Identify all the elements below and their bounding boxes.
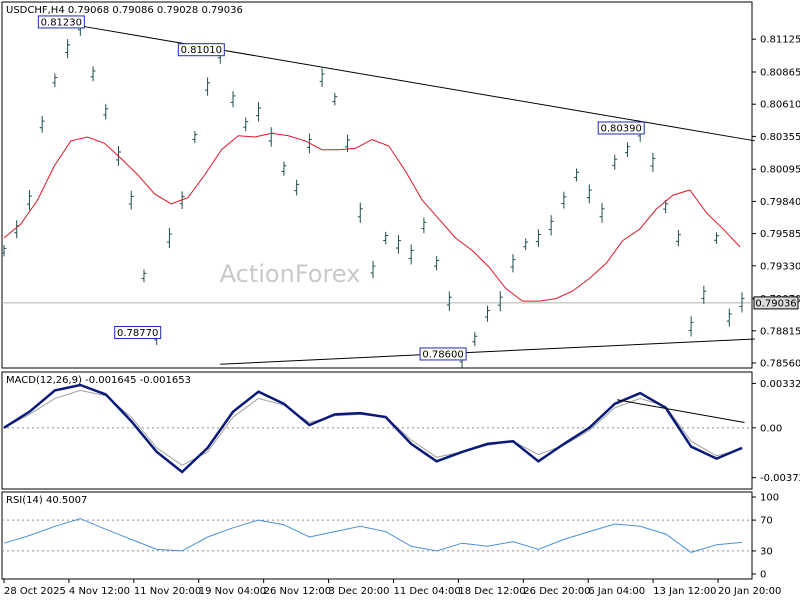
x-tick-label: 13 Jan 12:00 xyxy=(653,586,716,597)
price-annotation-box xyxy=(419,347,467,361)
y-tick-label: 0.80095 xyxy=(760,165,800,176)
y-tick-label: 0.78815 xyxy=(760,326,800,337)
price-annotation-box xyxy=(114,325,162,339)
x-tick-label: 26 Nov 12:00 xyxy=(264,586,331,597)
macd-line xyxy=(3,383,743,474)
x-tick-label: 6 Jan 04:00 xyxy=(588,586,645,597)
x-tick-label: 11 Nov 20:00 xyxy=(134,586,201,597)
panel-border xyxy=(1,1,753,369)
y-tick-label: 100 xyxy=(760,493,779,504)
x-tick-label: 20 Jan 20:00 xyxy=(718,586,781,597)
x-tick-label: 3 Dec 20:00 xyxy=(329,586,390,597)
price-annotation-label: 0.81230 xyxy=(41,17,82,28)
current-price-badge xyxy=(753,296,799,310)
x-tick-label: 18 Dec 12:00 xyxy=(458,586,525,597)
panel-title: USDCHF,H4 0.79068 0.79086 0.79028 0.7903… xyxy=(6,5,243,16)
x-tick-label: 26 Dec 20:00 xyxy=(523,586,590,597)
x-tick-label: 19 Nov 04:00 xyxy=(199,586,266,597)
y-tick-label: 0.00 xyxy=(760,423,782,434)
moving-average-line xyxy=(3,132,741,302)
y-tick-label: 0 xyxy=(760,570,766,581)
panel-border xyxy=(1,371,753,490)
lower-trendline xyxy=(220,338,755,365)
x-tick-label: 4 Nov 12:00 xyxy=(69,586,130,597)
panel-title: MACD(12,26,9) -0.001645 -0.001653 xyxy=(6,375,191,386)
y-tick-label: 0.81125 xyxy=(760,35,800,46)
price-annotation-box xyxy=(177,43,225,57)
y-tick-label: 0.80355 xyxy=(760,132,800,143)
x-tick-label: 11 Dec 04:00 xyxy=(393,586,460,597)
price-annotation-label: 0.81010 xyxy=(181,45,222,56)
y-tick-label: 70 xyxy=(760,516,773,527)
price-annotation-box xyxy=(37,15,85,29)
y-tick-label: 0.003321 xyxy=(760,379,800,390)
y-tick-label: 0.78560 xyxy=(760,359,800,370)
y-tick-label: 0.79585 xyxy=(760,229,800,240)
price-annotation-label: 0.78600 xyxy=(422,349,463,360)
y-tick-label: 0.79840 xyxy=(760,197,800,208)
price-panel: USDCHF,H4 0.79068 0.79086 0.79028 0.7903… xyxy=(1,1,800,370)
price-annotation-box xyxy=(597,121,645,135)
rsi-panel: RSI(14) 40.5007 100 70 30 0 xyxy=(1,491,779,581)
watermark: ActionForex xyxy=(220,260,361,288)
price-annotation-label: 0.80390 xyxy=(601,123,642,134)
macd-panel: MACD(12,26,9) -0.001645 -0.001653 0.00332… xyxy=(1,371,800,490)
y-tick-label: 0.79330 xyxy=(760,261,800,272)
price-annotation-label: 0.78770 xyxy=(117,328,158,339)
panel-border xyxy=(1,491,753,580)
rsi-line xyxy=(3,518,743,553)
macd-trendline xyxy=(616,399,745,423)
y-tick-label: 0.80610 xyxy=(760,100,800,111)
x-tick-label: 28 Oct 2025 xyxy=(4,586,66,597)
current-price-label: 0.79036 xyxy=(755,298,796,309)
y-tick-label: 0.80865 xyxy=(760,68,800,79)
panel-title: RSI(14) 40.5007 xyxy=(6,495,87,506)
y-tick-label: 30 xyxy=(760,546,773,557)
y-tick-label: -0.003723 xyxy=(760,473,800,484)
